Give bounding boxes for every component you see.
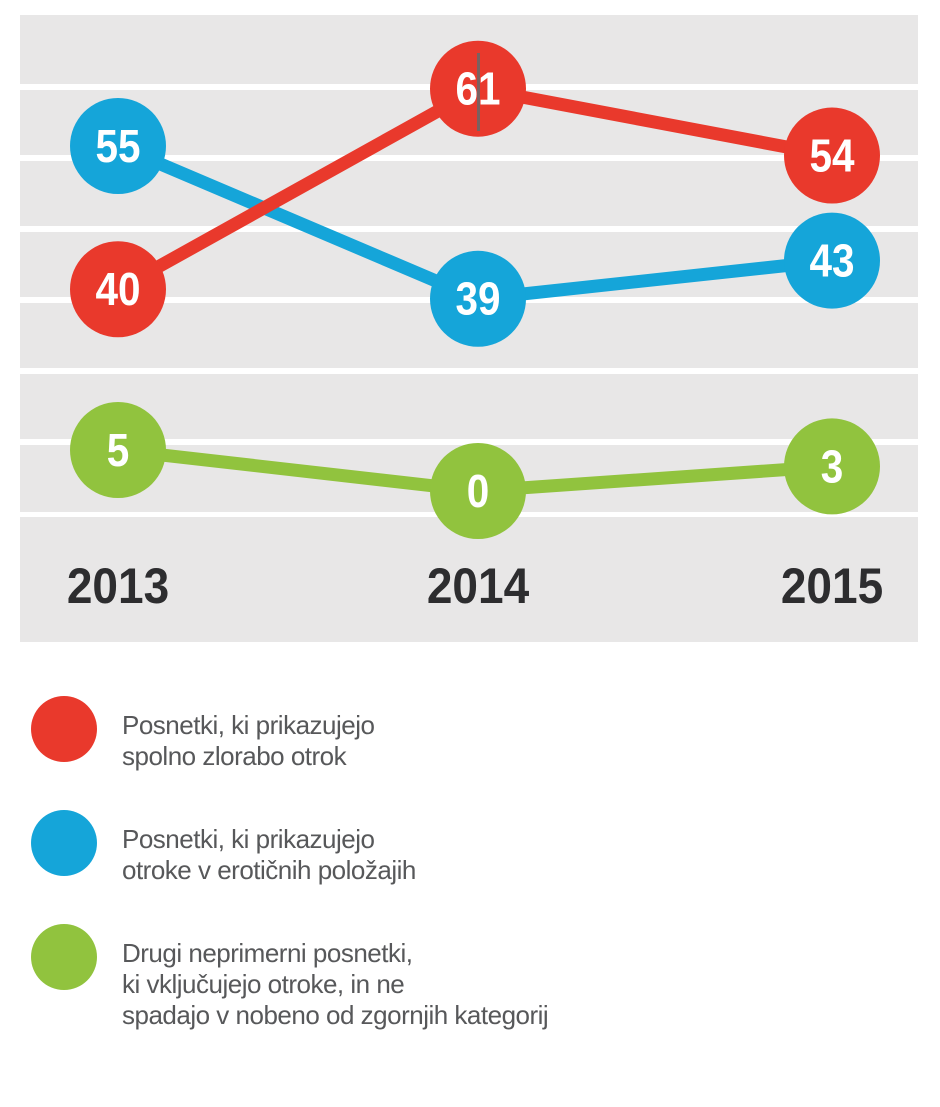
data-point-green-2013 <box>70 402 166 498</box>
x-axis-label-2015: 2015 <box>780 558 884 614</box>
legend-dot-blue <box>31 810 97 876</box>
data-point-blue-2014 <box>430 250 526 347</box>
gridline <box>20 155 918 161</box>
legend-label-line: ki vključujejo otroke, in ne <box>122 969 405 999</box>
legend-label-red: Posnetki, ki prikazujejo spolno zlorabo … <box>122 710 375 772</box>
legend-label-blue: Posnetki, ki prikazujejo otroke v erotič… <box>122 824 416 886</box>
legend-label-line: Posnetki, ki prikazujejo <box>122 824 375 854</box>
legend-label-line: spadajo v nobeno od zgornjih kategorij <box>122 1000 549 1030</box>
gridline <box>20 368 918 374</box>
legend-item-green: Drugi neprimerni posnetki, ki vključujej… <box>31 924 651 1036</box>
point-value-label: 40 <box>95 265 140 316</box>
legend-label-line: Drugi neprimerni posnetki, <box>122 938 413 968</box>
data-point-blue-2015 <box>784 212 880 309</box>
text-cursor-artifact <box>477 53 480 131</box>
data-point-blue-2013 <box>70 98 166 194</box>
x-axis-label-2013: 2013 <box>66 558 170 614</box>
point-value-label: 43 <box>809 236 854 287</box>
point-value-label: 55 <box>95 122 140 173</box>
legend-label-line: Posnetki, ki prikazujejo <box>122 710 375 740</box>
point-value-label: 5 <box>107 426 130 477</box>
legend-label-line: spolno zlorabo otrok <box>122 741 347 771</box>
point-value-label: 39 <box>455 274 500 325</box>
legend-item-blue: Posnetki, ki prikazujejo otroke v erotič… <box>31 810 651 922</box>
data-point-green-2015 <box>784 418 880 515</box>
point-value-label: 54 <box>809 131 854 182</box>
data-point-red-2015 <box>784 107 880 204</box>
legend-dot-green <box>31 924 97 990</box>
legend-label-green: Drugi neprimerni posnetki, ki vključujej… <box>122 938 549 1031</box>
legend-label-line: otroke v erotičnih položajih <box>122 855 416 885</box>
gridline <box>20 439 918 445</box>
x-axis-label-2014: 2014 <box>426 558 530 614</box>
gridline <box>20 226 918 232</box>
point-value-label: 3 <box>821 442 844 493</box>
data-point-green-2014 <box>430 443 526 539</box>
point-value-label: 0 <box>467 467 490 518</box>
data-point-red-2013 <box>70 241 166 338</box>
legend-item-red: Posnetki, ki prikazujejo spolno zlorabo … <box>31 696 651 808</box>
legend-dot-red <box>31 696 97 762</box>
